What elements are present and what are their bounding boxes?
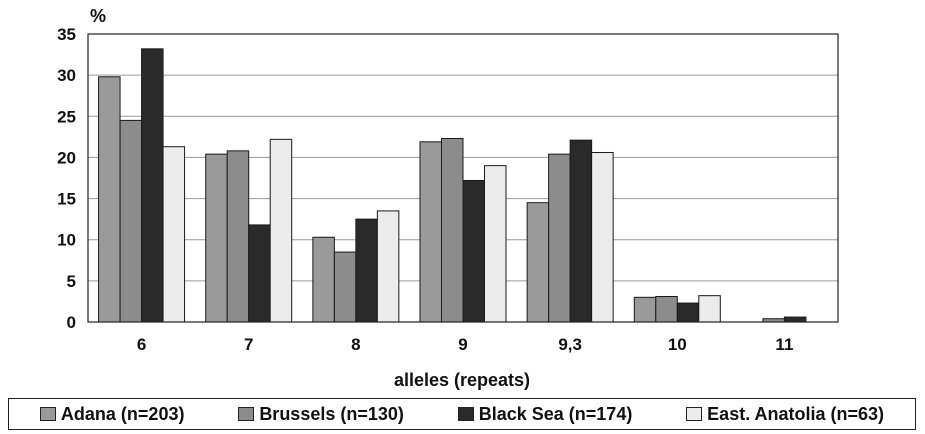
bars — [98, 48, 807, 323]
bar — [783, 316, 807, 323]
bar — [655, 295, 678, 323]
legend-label-east-anatolia: East. Anatolia (n=63) — [707, 403, 885, 424]
bar — [205, 153, 228, 323]
bar — [98, 76, 121, 323]
y-axis-label: % — [90, 6, 106, 26]
bar — [569, 139, 593, 323]
bar — [119, 119, 143, 323]
x-tick-label: 8 — [351, 335, 360, 354]
y-tick-label: 30 — [57, 66, 76, 85]
legend-item-adana: Adana (n=203) — [39, 403, 185, 425]
legend-item-black-sea: Black Sea (n=174) — [457, 403, 633, 425]
bar — [333, 251, 357, 323]
x-tick-label: 6 — [137, 335, 146, 354]
bar — [526, 202, 550, 323]
bar — [633, 296, 657, 323]
y-tick-label: 5 — [67, 272, 76, 291]
legend-label-black-sea: Black Sea (n=174) — [478, 403, 633, 424]
y-tick-label: 15 — [57, 190, 76, 209]
bar — [591, 151, 614, 323]
bar — [441, 138, 464, 323]
y-axis-ticks: 0 5 10 15 20 25 30 35 — [57, 25, 76, 332]
x-tick-label: 7 — [244, 335, 253, 354]
legend-swatch-black-sea — [457, 407, 474, 421]
bar — [269, 138, 293, 323]
x-tick-label: 10 — [668, 335, 687, 354]
legend-item-east-anatolia: East. Anatolia (n=63) — [686, 404, 884, 425]
bar — [376, 210, 400, 323]
bar — [484, 165, 507, 323]
bar — [226, 150, 250, 323]
x-tick-label: 11 — [775, 335, 793, 354]
legend-item-brussels: Brussels (n=130) — [238, 404, 404, 425]
y-tick-label: 35 — [57, 25, 76, 44]
x-tick-label: 9 — [458, 335, 467, 354]
bar — [141, 48, 164, 323]
bar — [355, 218, 378, 323]
plot-frame — [87, 33, 839, 323]
legend-swatch-adana — [39, 407, 56, 421]
bar — [312, 236, 335, 323]
bar — [698, 295, 721, 323]
bar — [162, 146, 186, 323]
bar — [248, 224, 271, 323]
bar — [419, 141, 442, 323]
x-axis-label: alleles (repeats) — [394, 370, 530, 390]
y-tick-label: 0 — [67, 313, 76, 332]
legend-swatch-east-anatolia — [686, 407, 703, 421]
legend: Adana (n=203) Brussels (n=130) Black Sea… — [8, 398, 916, 430]
bar-chart: % 0 5 10 15 20 25 30 35 6 7 8 9 9,3 10 11 alleles (re… — [57, 6, 839, 390]
y-tick-label: 20 — [57, 148, 76, 167]
legend-label-adana: Adana (n=203) — [60, 403, 185, 424]
y-tick-label: 25 — [57, 107, 76, 126]
bar — [548, 153, 571, 323]
bar — [676, 302, 700, 323]
legend-swatch-brussels — [238, 407, 255, 421]
x-axis-ticks: 6 7 8 9 9,3 10 11 — [137, 335, 794, 354]
legend-label-brussels: Brussels (n=130) — [259, 403, 404, 424]
x-tick-label: 9,3 — [558, 335, 582, 354]
y-tick-label: 10 — [57, 231, 76, 250]
bar — [462, 179, 485, 323]
